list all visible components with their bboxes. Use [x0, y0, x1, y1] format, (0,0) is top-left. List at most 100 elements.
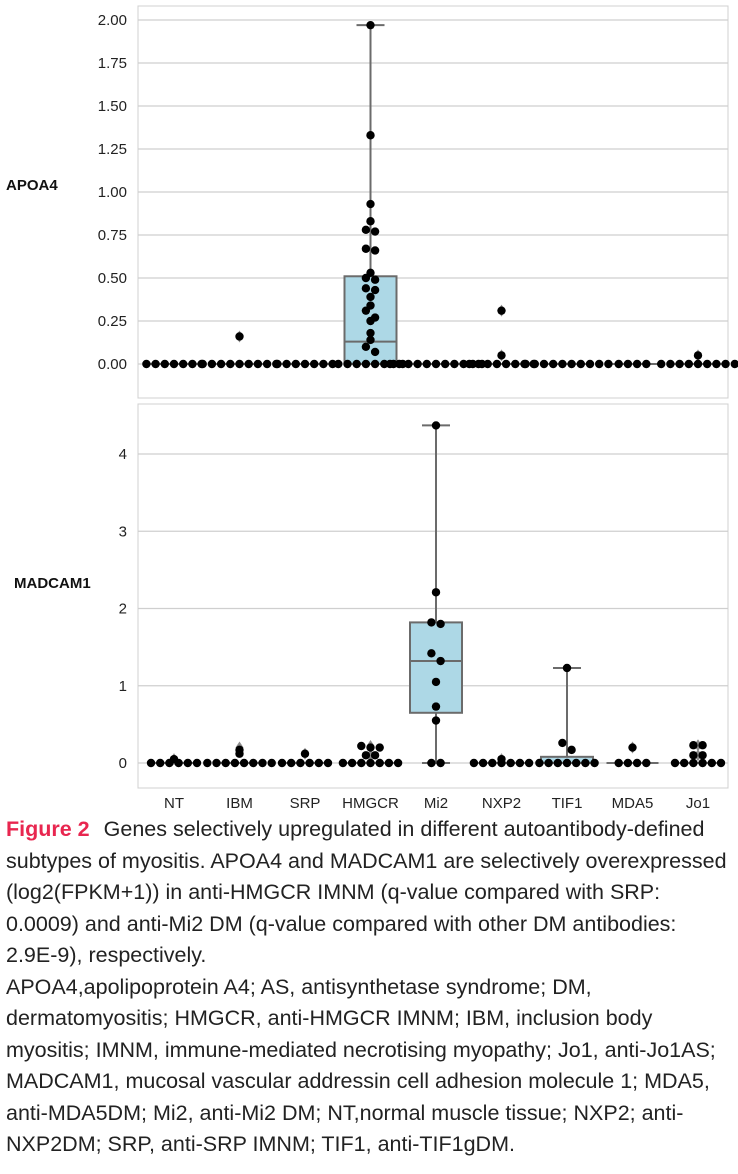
data-point [366, 743, 375, 752]
data-point [366, 335, 375, 345]
data-point [366, 328, 375, 338]
caption-abbreviations: APOA4,apolipoprotein A4; AS, antisynthet… [6, 974, 716, 1157]
data-point [684, 359, 693, 369]
data-point [716, 758, 726, 768]
data-point [497, 758, 506, 768]
data-point [323, 758, 333, 768]
data-point [361, 284, 371, 293]
data-point [253, 359, 263, 369]
data-point [361, 751, 371, 760]
data-point [296, 758, 305, 768]
data-point [604, 359, 613, 369]
data-point [361, 342, 371, 351]
data-point [544, 758, 553, 768]
data-point [207, 359, 217, 369]
data-point [169, 359, 179, 369]
data-point [474, 359, 483, 369]
data-point [628, 743, 637, 752]
data-point [310, 359, 319, 369]
y-tick-label: 1.00 [98, 184, 127, 201]
data-point [515, 758, 525, 768]
data-point [595, 359, 604, 369]
y-tick-label: 0 [119, 755, 127, 772]
data-point [366, 758, 375, 768]
data-point [198, 359, 207, 369]
data-point [693, 351, 703, 360]
data-point [693, 359, 703, 369]
data-point [422, 359, 431, 369]
y-tick-label: 0.75 [98, 227, 127, 244]
data-point [581, 758, 590, 768]
data-point [707, 758, 716, 768]
plot-frame [137, 5, 729, 399]
data-point [366, 131, 375, 140]
data-point [235, 749, 244, 758]
data-point [357, 758, 366, 768]
data-point [521, 359, 530, 369]
caption-main-text: Genes selectively upregulated in differe… [6, 817, 727, 967]
data-point [393, 758, 403, 768]
data-point [431, 677, 441, 687]
data-point [221, 758, 230, 768]
data-point [343, 359, 352, 369]
data-point [395, 359, 404, 369]
data-point [291, 359, 300, 369]
data-point [273, 359, 282, 369]
data-point [562, 663, 572, 673]
data-point [361, 359, 371, 369]
data-point [370, 347, 380, 357]
data-point [590, 758, 599, 768]
data-point [436, 619, 445, 629]
x-category-label: Mi2 [424, 795, 448, 812]
x-category-label: HMGCR [342, 795, 399, 812]
data-point [192, 758, 202, 768]
data-point [698, 751, 707, 760]
data-point [404, 359, 413, 369]
data-point [165, 758, 174, 768]
data-point [698, 758, 707, 768]
figure-caption: Figure 2 Genes selectively upregulated in… [6, 814, 730, 1161]
data-point [427, 618, 436, 627]
data-point [549, 359, 558, 369]
data-point [230, 758, 240, 768]
data-point [689, 741, 698, 750]
data-point [680, 758, 689, 768]
y-axis-label: MADCAM1 [14, 575, 91, 592]
data-point [431, 716, 441, 725]
data-point [506, 758, 515, 768]
data-point [267, 758, 276, 768]
data-point [431, 359, 441, 369]
data-point [174, 758, 183, 768]
data-point [623, 359, 633, 369]
data-point [441, 359, 450, 369]
data-point [712, 359, 721, 369]
data-point [357, 741, 366, 751]
y-tick-label: 1.75 [98, 55, 127, 72]
data-point [385, 359, 395, 369]
data-point [469, 758, 479, 768]
data-point [553, 758, 562, 768]
data-point [698, 741, 707, 750]
data-point [300, 359, 310, 369]
data-point [501, 359, 511, 369]
data-point [497, 306, 506, 315]
data-point [244, 359, 253, 369]
data-point [535, 758, 544, 768]
data-point [721, 359, 730, 369]
data-point [366, 316, 375, 326]
data-point [666, 359, 675, 369]
data-point [585, 359, 595, 369]
data-point [361, 244, 371, 253]
data-point [370, 275, 380, 284]
data-point [642, 758, 651, 768]
madcam1-panel: 0 1 2 3 4 MADCAM1 [14, 403, 729, 789]
apoa4-panel: 0.00 0.25 0.50 0.75 1.00 1.25 1.50 1.75 2.00 APOA… [6, 5, 738, 399]
data-point [370, 359, 380, 369]
data-point [427, 649, 436, 658]
data-point [366, 199, 375, 209]
plot-frame [137, 403, 729, 789]
data-point [314, 758, 323, 768]
data-point [642, 359, 651, 369]
data-point [366, 20, 375, 30]
data-point [287, 758, 296, 768]
